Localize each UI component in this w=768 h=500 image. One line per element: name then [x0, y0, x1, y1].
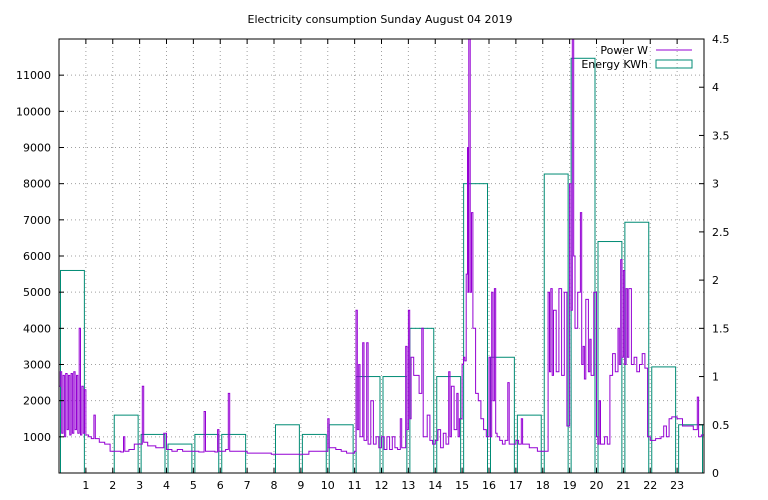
- x-tick-label: 3: [136, 479, 143, 492]
- y-left-tick-label: 8000: [23, 178, 51, 191]
- x-tick-label: 16: [482, 479, 496, 492]
- x-tick-label: 12: [375, 479, 389, 492]
- legend: Power W Energy KWh: [581, 44, 693, 71]
- y-left-tick-label: 4000: [23, 322, 51, 335]
- legend-label-power: Power W: [600, 44, 648, 57]
- y-left-tick-label: 6000: [23, 250, 51, 263]
- x-tick-label: 1: [82, 479, 89, 492]
- y-left-tick-label: 11000: [16, 69, 51, 82]
- power-line: [59, 38, 705, 455]
- x-tick-label: 5: [190, 479, 197, 492]
- x-tick-label: 4: [163, 479, 170, 492]
- x-tick-label: 2: [109, 479, 116, 492]
- y-left-tick-label: 7000: [23, 214, 51, 227]
- y-right-tick-label: 1: [712, 371, 719, 384]
- x-tick-label: 21: [616, 479, 630, 492]
- y-right-tick-label: 4: [712, 81, 719, 94]
- y-left-tick-label: 9000: [23, 142, 51, 155]
- y-left-tick-label: 10000: [16, 105, 51, 118]
- x-tick-label: 6: [217, 479, 224, 492]
- legend-label-energy: Energy KWh: [581, 58, 648, 71]
- x-tick-label: 10: [321, 479, 335, 492]
- y-right-tick-label: 2: [712, 274, 719, 287]
- y-left-tick-label: 1000: [23, 431, 51, 444]
- x-tick-label: 14: [428, 479, 442, 492]
- legend-swatch-energy: [655, 59, 693, 69]
- x-tick-label: 23: [670, 479, 684, 492]
- y-right-tick-label: 3: [712, 178, 719, 191]
- power-series: [59, 38, 705, 455]
- x-tick-label: 19: [563, 479, 577, 492]
- y-right-tick-label: 2.5: [712, 226, 730, 239]
- y-right-tick-label: 4.5: [712, 33, 730, 46]
- y-left-tick-label: 3000: [23, 359, 51, 372]
- x-tick-label: 18: [536, 479, 550, 492]
- x-tick-label: 15: [455, 479, 469, 492]
- x-tick-label: 13: [401, 479, 415, 492]
- x-tick-label: 22: [643, 479, 657, 492]
- x-tick-label: 9: [297, 479, 304, 492]
- x-tick-label: 7: [244, 479, 251, 492]
- chart-title: Electricity consumption Sunday August 04…: [248, 13, 513, 26]
- axis-ticks: 1 2 3 4 5 6 7 8 9 10 11 12 13 14 15 16 17 18 19 20 21 22 23100…: [16, 33, 730, 492]
- grid: [59, 39, 704, 473]
- x-tick-label: 8: [271, 479, 278, 492]
- y-left-tick-label: 5000: [23, 286, 51, 299]
- y-right-tick-label: 0.5: [712, 419, 730, 432]
- y-right-tick-label: 1.5: [712, 322, 730, 335]
- x-tick-label: 11: [348, 479, 362, 492]
- y-right-tick-label: 3.5: [712, 129, 730, 142]
- y-left-tick-label: 2000: [23, 395, 51, 408]
- x-tick-label: 17: [509, 479, 523, 492]
- x-tick-label: 20: [590, 479, 604, 492]
- y-right-tick-label: 0: [712, 467, 719, 480]
